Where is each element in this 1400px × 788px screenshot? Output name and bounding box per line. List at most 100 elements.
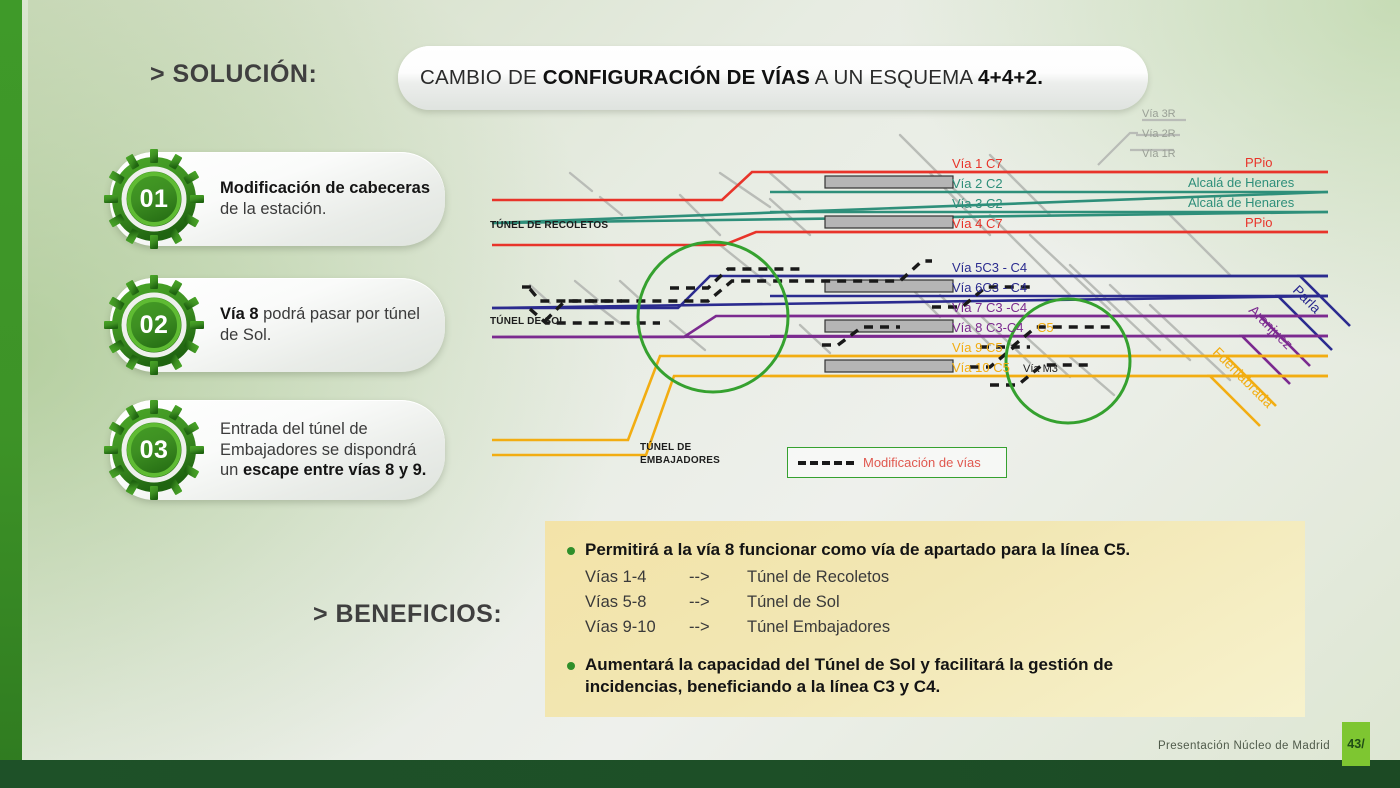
destination-label-via3: Alcalá de Henares — [1188, 195, 1295, 210]
platform-block — [824, 175, 954, 189]
benefit-item-2: Aumentará la capacidad del Túnel de Sol … — [567, 654, 1279, 698]
track-label-via3: Vía 3 C2 — [952, 196, 1003, 211]
track-label-via4: Vía 4 C7 — [952, 216, 1003, 231]
bottom-band — [0, 760, 1400, 788]
benefit-arrow: --> — [689, 568, 710, 587]
banner-text: CAMBIO DE CONFIGURACIÓN DE VÍAS A UN ESQ… — [398, 66, 1043, 90]
banner-configuracion: CAMBIO DE CONFIGURACIÓN DE VÍAS A UN ESQ… — [398, 46, 1148, 110]
benefit-2-line1: Aumentará la capacidad del Túnel de Sol … — [585, 655, 1114, 675]
banner-bold-2: 4+4+2. — [978, 66, 1044, 89]
via-m3-label: Vía M3 — [1023, 363, 1058, 375]
reversal-tracks-lines — [1097, 118, 1186, 166]
banner-mid: A UN ESQUEMA — [810, 66, 979, 89]
tunnel-label-embajadores-line1: TÚNEL DE — [640, 442, 692, 453]
tunnel-label-embajadores-line2: EMBAJADORES — [640, 454, 720, 466]
benefit-2-line2: incidencias, beneficiando a la línea C3 … — [585, 677, 941, 697]
diagonal-destination-label: Fuenlabrada — [1210, 344, 1277, 411]
track-label-via7: Vía 7 C3 -C4 — [952, 300, 1027, 315]
track-label-via8-alt: C5 — [1037, 320, 1054, 335]
benefit-tunnel-name: Túnel de Recoletos — [747, 568, 890, 587]
track-line-via6 — [491, 294, 1329, 310]
gear-icon: 02 — [102, 273, 206, 377]
reversal-track-labels: Vía 3R Vía 2R Vía 1R — [1142, 108, 1176, 160]
gear-icon: 01 — [102, 147, 206, 251]
destination-labels: PPio Alcalá de Henares Alcalá de Henares PP… — [1188, 155, 1295, 230]
bullet-icon — [567, 662, 575, 671]
track-label-via8: Vía 8 C3-C4 — [952, 320, 1024, 335]
benefit-mapping-row: Vías 5-8 --> Túnel de Sol — [585, 590, 1279, 615]
left-strip-highlight — [22, 0, 28, 760]
step-text-rest: de la estación. — [220, 200, 327, 218]
switch-line — [618, 279, 644, 303]
tunnel-label-recoletos: TÚNEL DE RECOLETOS — [490, 220, 609, 231]
platform-block — [824, 215, 954, 229]
diagonal-destination-label: Parla — [1290, 282, 1325, 317]
switch-line — [1168, 213, 1232, 277]
legend-label: Modificación de vías — [863, 455, 981, 470]
step-text-bold: Modificación de cabeceras — [220, 179, 430, 198]
modified-track-paths — [522, 259, 1110, 387]
page-title-beneficios: > BENEFICIOS: — [313, 600, 503, 628]
switch-line — [988, 153, 1052, 217]
benefit-tunnel-name: Túnel de Sol — [747, 593, 840, 612]
switch-line — [1028, 233, 1112, 312]
track-lines — [491, 170, 1351, 457]
step-text-rest: podrá pasar por túnel de Sol. — [220, 305, 420, 344]
benefit-item-1: Permitirá a la vía 8 funcionar como vía … — [567, 539, 1279, 561]
step-item-02[interactable]: 02 Vía 8 podrá pasar por túnel de Sol. — [104, 275, 445, 375]
highlight-circles — [636, 240, 1132, 425]
track-line-via10 — [492, 374, 1328, 457]
step-item-01[interactable]: 01 Modificación de cabeceras de la estac… — [104, 149, 445, 249]
benefit-arrow: --> — [689, 593, 710, 612]
page-number-badge: 43/ — [1342, 722, 1370, 766]
gear-icon: 03 — [102, 398, 206, 502]
reversal-track-label: Vía 1R — [1142, 148, 1176, 160]
benefit-2-text: Aumentará la capacidad del Túnel de Sol … — [585, 654, 1113, 698]
track-label-via2: Vía 2 C2 — [952, 176, 1003, 191]
page-title-solucion: > SOLUCIÓN: — [150, 60, 318, 88]
step-text-bold: escape entre vías 8 y 9. — [242, 461, 427, 480]
step-number: 03 — [139, 435, 169, 464]
benefit-mapping-row: Vías 1-4 --> Túnel de Recoletos — [585, 565, 1279, 590]
reversal-track-label: Vía 2R — [1142, 128, 1176, 140]
tunnel-label-sol: TÚNEL DE SOL — [490, 316, 566, 327]
reversal-track-label: Vía 3R — [1142, 108, 1176, 120]
benefit-via-range: Vías 9-10 — [585, 618, 656, 637]
track-line-via4 — [492, 230, 1328, 247]
benefit-arrow: --> — [689, 618, 710, 637]
switch-line — [1108, 283, 1192, 362]
track-label-via10: Vía 10 C5 — [952, 360, 1010, 375]
banner-bold-1: CONFIGURACIÓN DE VÍAS — [542, 66, 811, 89]
benefit-via-range: Vías 1-4 — [585, 568, 647, 587]
benefit-tunnel-name: Túnel Embajadores — [747, 618, 891, 637]
left-green-strip — [0, 0, 22, 788]
switch-line — [798, 323, 832, 355]
step-text: Entrada del túnel de Embajadores se disp… — [220, 400, 445, 500]
switch-line — [568, 171, 594, 193]
tunnel-label-embajadores: TÚNEL DE EMBAJADORES — [640, 442, 720, 467]
track-label-via5: Vía 5C3 - C4 — [952, 260, 1027, 275]
destination-label-via1: PPio — [1245, 155, 1272, 170]
switch-line — [573, 279, 600, 302]
step-item-03[interactable]: 03 Entrada del túnel de Embajadores se d… — [104, 400, 445, 500]
legend-dashed-swatch — [798, 460, 854, 465]
step-text-bold: Vía 8 — [220, 305, 259, 324]
switch-line — [718, 171, 772, 209]
switch-line — [718, 243, 772, 287]
benefits-box: Permitirá a la vía 8 funcionar como vía … — [545, 521, 1305, 717]
switch-line — [768, 171, 802, 201]
track-label-via9: Vía 9 C5 — [952, 340, 1003, 355]
destination-label-via2: Alcalá de Henares — [1188, 175, 1295, 190]
benefit-mapping-row: Vías 9-10 --> Túnel Embajadores — [585, 615, 1279, 640]
legend-box: Modificación de vías — [787, 447, 1007, 478]
step-number: 01 — [139, 184, 169, 213]
diagonal-destination-label: Aranjuez — [1246, 302, 1296, 352]
track-schematic: Parla Aranjuez Fuenlabrada Vía 3R Vía 2R Vía… — [470, 95, 1375, 505]
destination-label-via4: PPio — [1245, 215, 1272, 230]
benefit-1-text: Permitirá a la vía 8 funcionar como vía … — [585, 540, 1131, 559]
step-text-pre: Entrada del túnel de Embajadores se disp… — [220, 419, 417, 480]
track-label-via1: Vía 1 C7 — [952, 156, 1003, 171]
bullet-icon — [567, 547, 575, 555]
track-name-labels: Vía 1 C7 Vía 2 C2 Vía 3 C2 Vía 4 C7 Vía 5C3 … — [952, 156, 1054, 375]
